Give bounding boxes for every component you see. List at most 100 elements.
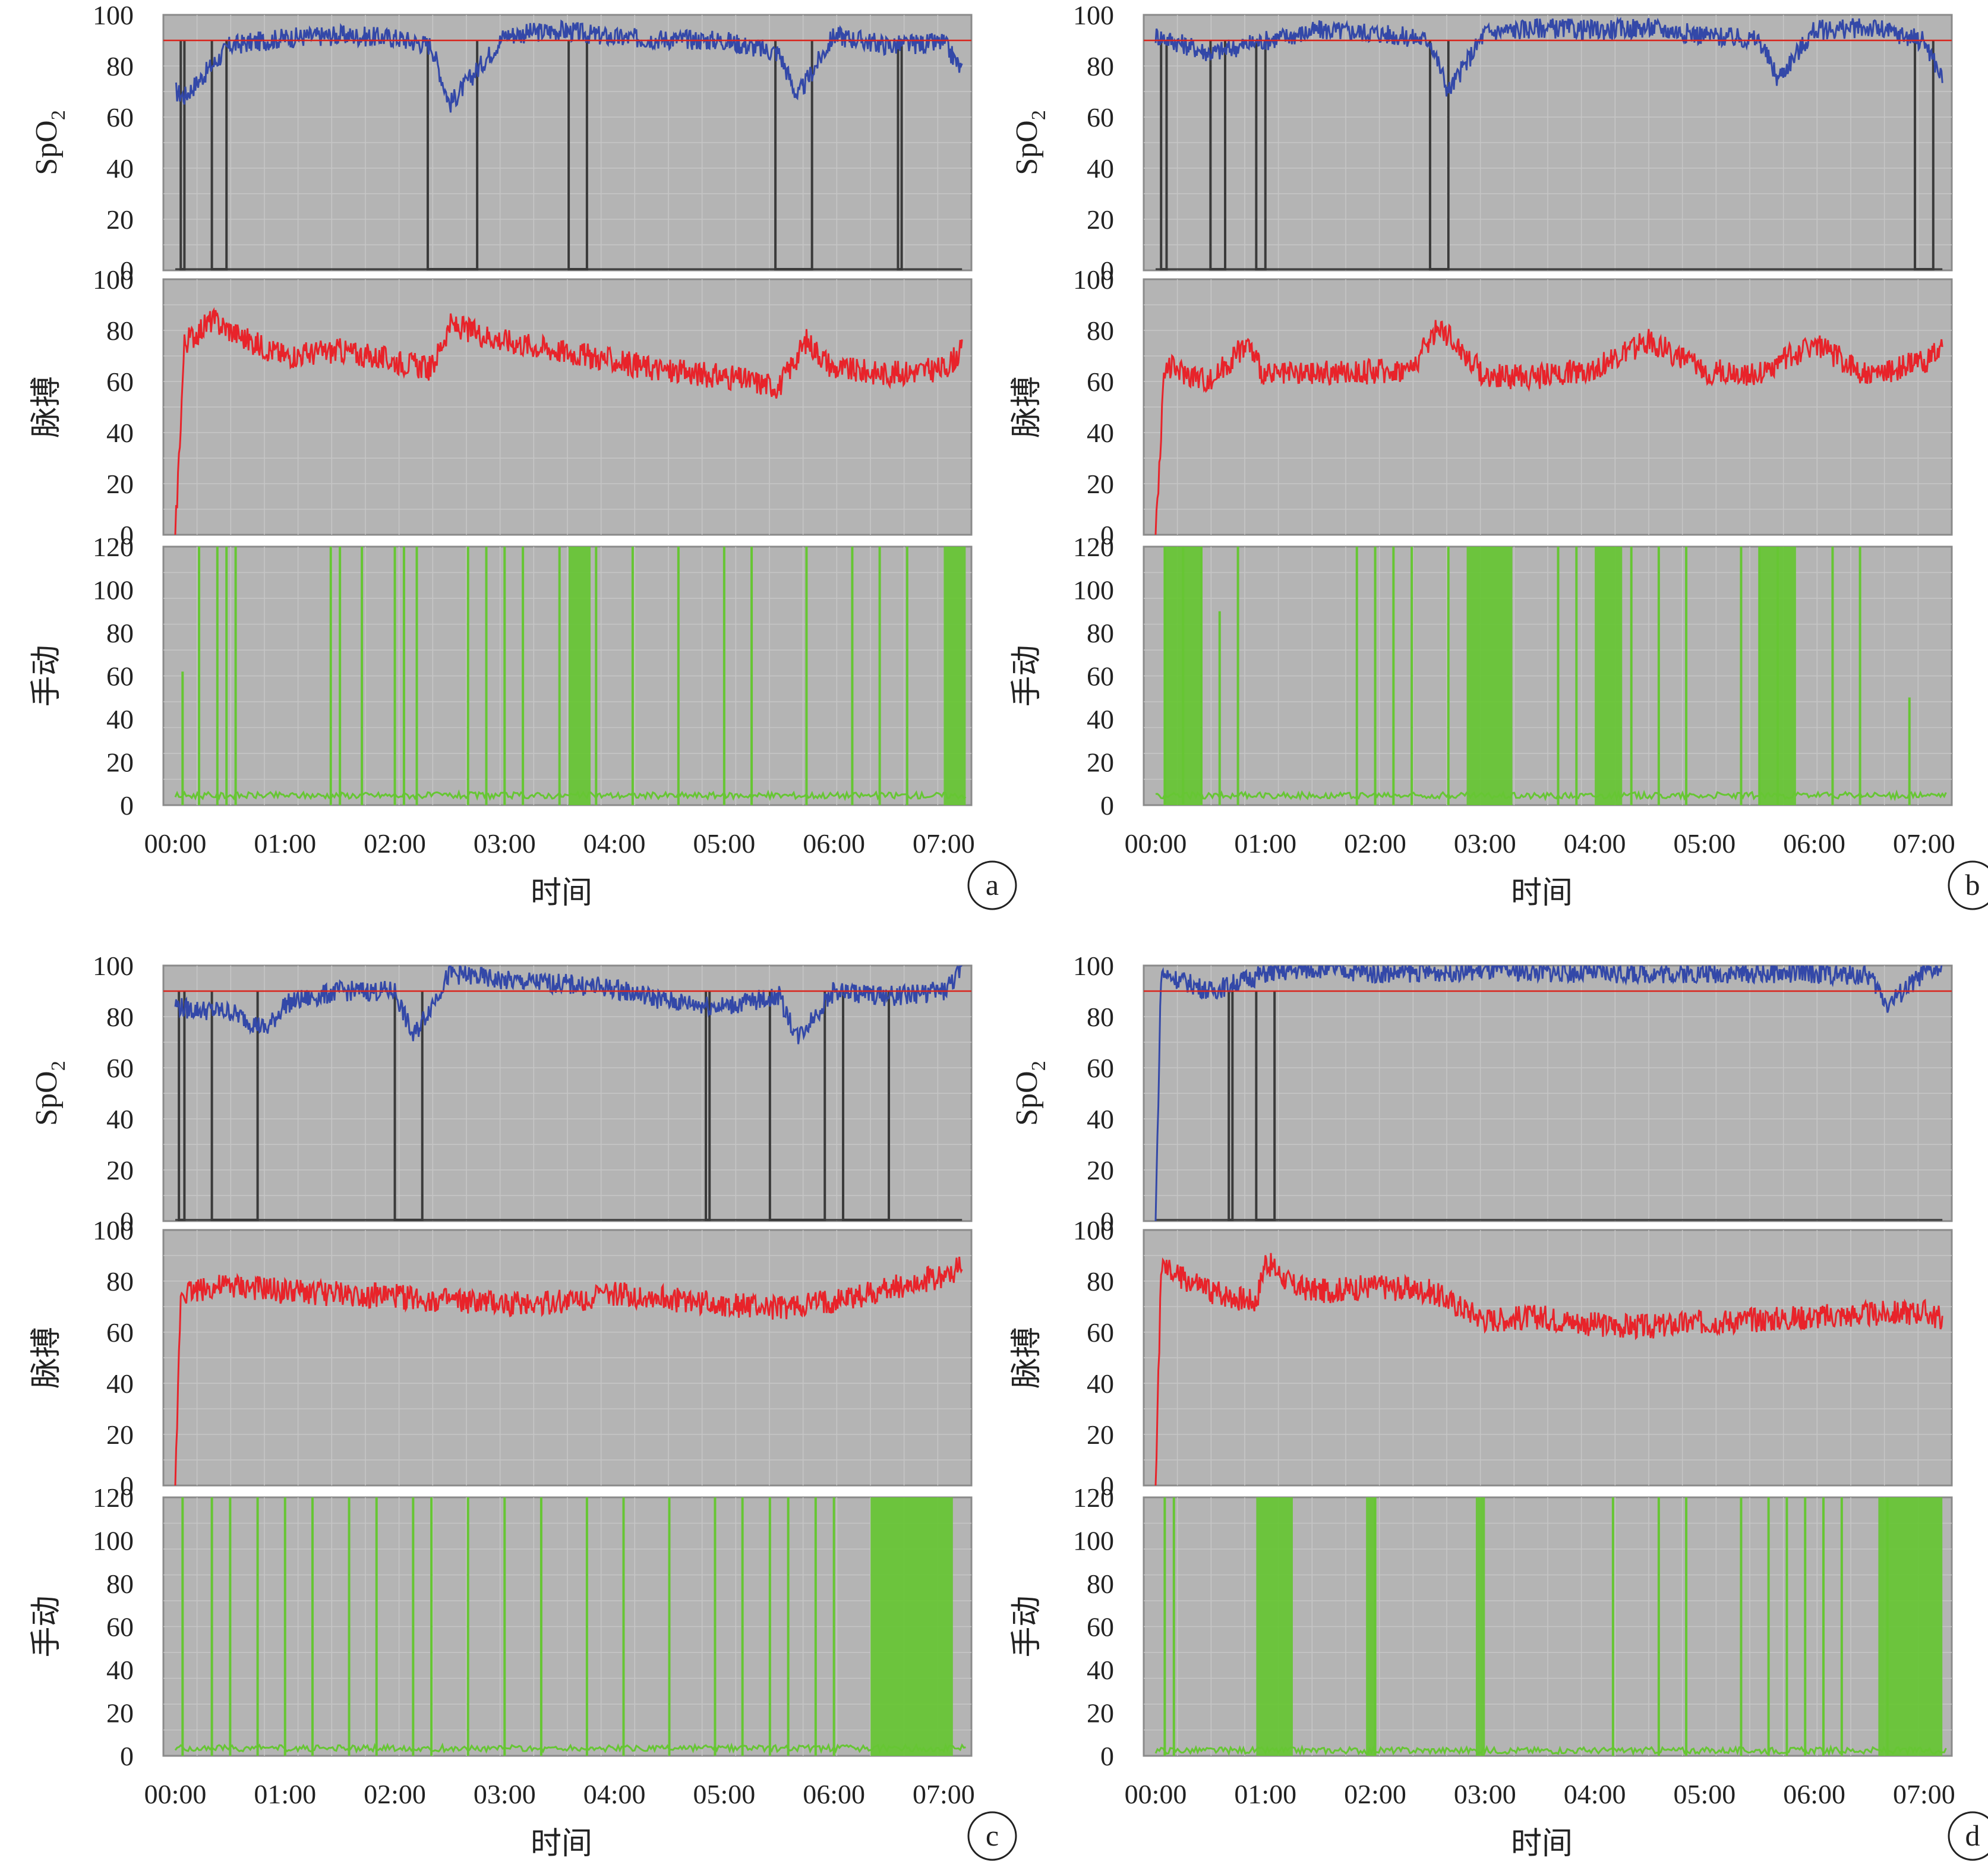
y-tick-label: 80 <box>106 316 134 346</box>
x-tick-label: 07:00 <box>1893 828 1955 859</box>
pulse-data <box>1154 1253 1943 1485</box>
subplot-motion: 0 20 40 60 80 100 120 手动 <box>1010 532 1953 821</box>
x-tick-label: 03:00 <box>474 1779 536 1809</box>
y-tick-label: 120 <box>93 1483 134 1513</box>
motion-data <box>1154 1497 1947 1756</box>
x-tick-label: 04:00 <box>1564 828 1626 859</box>
x-axis-label: 时间 <box>1511 1827 1573 1861</box>
y-tick-label: 100 <box>1073 1215 1114 1245</box>
y-tick-label: 40 <box>1087 153 1114 184</box>
y-axis-label: SpO2 <box>30 110 70 175</box>
spo2-series-line <box>1154 966 1943 1221</box>
x-tick-label: 00:00 <box>144 828 207 859</box>
y-axis-label: SpO2 <box>1010 1061 1050 1125</box>
panel-label: b <box>1965 868 1980 901</box>
x-tick-label: 01:00 <box>1234 828 1296 859</box>
y-tick-label: 100 <box>93 575 134 605</box>
y-tick-label: 20 <box>106 1420 134 1450</box>
y-tick-label: 40 <box>1087 1655 1114 1685</box>
x-tick-label: 06:00 <box>1783 1779 1845 1809</box>
x-tick-label: 03:00 <box>474 828 536 859</box>
y-tick-label: 60 <box>106 1053 134 1083</box>
x-tick-label: 04:00 <box>583 1779 646 1809</box>
motion-dense-band <box>1475 1497 1485 1756</box>
y-tick-label: 80 <box>1087 1569 1114 1599</box>
x-axis-label: 时间 <box>531 876 592 910</box>
y-tick-label: 80 <box>106 1266 134 1297</box>
motion-dense-band <box>1878 1497 1943 1756</box>
y-tick-label: 20 <box>106 204 134 235</box>
y-tick-label: 120 <box>1073 532 1114 562</box>
panel-label-circle <box>1948 1811 1988 1861</box>
y-tick-label: 60 <box>1087 1053 1114 1083</box>
x-tick-label: 03:00 <box>1454 828 1516 859</box>
x-tick-label: 06:00 <box>1783 828 1845 859</box>
y-tick-label: 100 <box>93 264 134 295</box>
y-tick-label: 40 <box>1087 1368 1114 1399</box>
y-tick-label: 0 <box>1100 256 1114 286</box>
x-tick-label: 02:00 <box>1344 828 1406 859</box>
y-tick-label: 60 <box>106 1612 134 1642</box>
y-tick-label: 0 <box>120 790 134 821</box>
y-tick-label: 20 <box>1087 1420 1114 1450</box>
spo2-data <box>174 966 963 1221</box>
y-tick-label: 80 <box>106 51 134 81</box>
x-tick-label: 07:00 <box>913 828 975 859</box>
y-axis-label: SpO2 <box>1010 110 1050 175</box>
motion-dense-band <box>943 547 966 805</box>
motion-dense-band <box>569 547 591 805</box>
subplot-spo2: 0 20 40 60 80 100 SpO2 <box>1010 951 1953 1237</box>
pulse-data <box>1154 320 1943 535</box>
x-tick-label: 03:00 <box>1454 1779 1516 1809</box>
y-tick-label: 20 <box>1087 469 1114 499</box>
x-tick-label: 05:00 <box>693 1779 755 1809</box>
y-tick-label: 100 <box>1073 575 1114 605</box>
x-tick-label: 01:00 <box>254 828 316 859</box>
y-tick-label: 100 <box>93 951 134 981</box>
spo2-data <box>1154 966 1943 1221</box>
y-tick-label: 100 <box>93 0 134 30</box>
x-tick-label: 02:00 <box>1344 1779 1406 1809</box>
y-tick-label: 60 <box>106 102 134 133</box>
motion-dense-band <box>1466 547 1513 805</box>
y-tick-label: 40 <box>106 1655 134 1685</box>
y-axis-label: 手动 <box>1010 645 1044 706</box>
pulse-series-line <box>174 307 963 535</box>
subplot-pulse: 0 20 40 60 80 100 脉搏 <box>30 1215 973 1501</box>
panel-label: c <box>986 1819 999 1852</box>
x-axis-label: 时间 <box>1511 876 1573 910</box>
pulse-data <box>174 1256 963 1485</box>
y-tick-label: 100 <box>1073 951 1114 981</box>
panel-label: a <box>986 868 999 901</box>
y-tick-label: 0 <box>1100 790 1114 821</box>
y-tick-label: 80 <box>1087 1002 1114 1032</box>
pulse-series-line <box>174 1256 963 1485</box>
x-tick-label: 07:00 <box>913 1779 975 1809</box>
y-tick-label: 20 <box>106 1698 134 1728</box>
subplot-pulse: 0 20 40 60 80 100 脉搏 <box>30 264 973 550</box>
y-tick-label: 0 <box>1100 1471 1114 1501</box>
spo2-data <box>175 19 963 270</box>
y-tick-label: 40 <box>106 418 134 448</box>
x-tick-label: 04:00 <box>583 828 646 859</box>
panel-a: 0 20 40 60 80 100 SpO2 0 20 40 60 80 100 脉搏 0 20 40 60 80 1… <box>30 0 1017 910</box>
y-axis-label: 脉搏 <box>1010 376 1044 438</box>
spo2-series-line <box>175 19 963 113</box>
y-axis-label: 脉搏 <box>30 376 64 438</box>
y-tick-label: 100 <box>93 1215 134 1245</box>
y-tick-label: 80 <box>1087 51 1114 81</box>
y-tick-label: 20 <box>106 1155 134 1185</box>
panel-b: 0 20 40 60 80 100 SpO2 0 20 40 60 80 100 脉搏 0 20 40 60 80 1… <box>1010 0 1988 910</box>
y-tick-label: 60 <box>1087 1612 1114 1642</box>
y-tick-label: 60 <box>1087 367 1114 397</box>
y-tick-label: 40 <box>106 1104 134 1134</box>
subplot-motion: 0 20 40 60 80 100 120 手动 <box>1010 1483 1953 1771</box>
panel-c: 0 20 40 60 80 100 SpO2 0 20 40 60 80 100 脉搏 0 20 40 60 80 1… <box>30 951 1017 1861</box>
y-tick-label: 20 <box>1087 204 1114 235</box>
y-axis-label: 脉搏 <box>30 1327 64 1389</box>
motion-data <box>1155 547 1947 805</box>
x-tick-label: 00:00 <box>1125 1779 1187 1809</box>
y-axis-label: 手动 <box>1010 1595 1044 1657</box>
spo2-series-line <box>1154 16 1943 97</box>
